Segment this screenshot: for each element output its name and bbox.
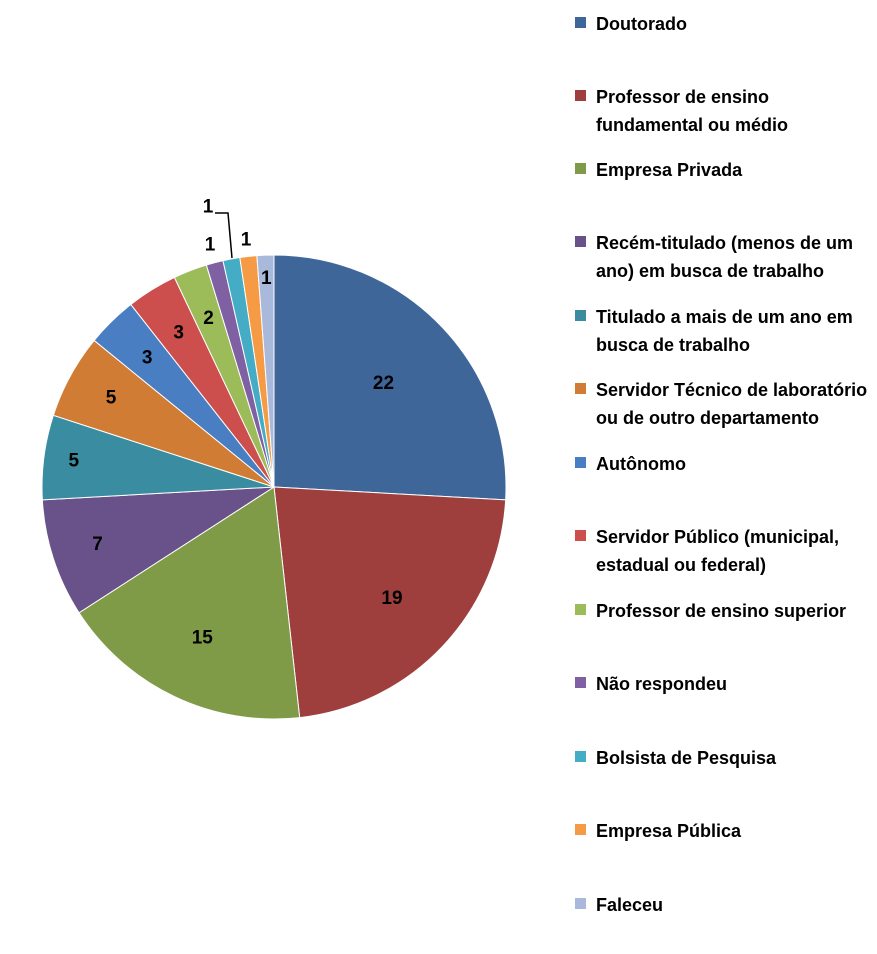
legend-label: Empresa Pública xyxy=(596,821,742,841)
legend-swatch xyxy=(575,751,586,762)
legend-swatch xyxy=(575,17,586,28)
pie-slice xyxy=(256,254,275,488)
legend-swatch xyxy=(575,457,586,468)
legend-swatch xyxy=(575,90,586,101)
legend-swatch xyxy=(575,898,586,909)
legend-label: Recém-titulado (menos de um ano) em busc… xyxy=(596,233,854,281)
legend-label: Servidor Público (municipal, estadual ou… xyxy=(596,527,840,575)
slice-value-label: 1 xyxy=(203,197,214,218)
slice-value-label: 1 xyxy=(261,268,272,289)
pie-slice xyxy=(78,486,301,720)
legend-label: Bolsista de Pesquisa xyxy=(596,748,777,768)
slice-value-label: 15 xyxy=(192,627,214,648)
slice-value-label: 3 xyxy=(142,347,153,368)
legend-swatch xyxy=(575,604,586,615)
pie-slices xyxy=(41,254,507,720)
legend-label: Doutorado xyxy=(596,14,687,34)
legend-swatch xyxy=(575,530,586,541)
leader-line xyxy=(215,212,233,259)
pie-slice xyxy=(41,486,276,614)
legend-label: Faleceu xyxy=(596,895,664,915)
slice-value-label: 19 xyxy=(381,588,402,609)
legend-label: Professor de ensino superior xyxy=(596,601,847,621)
legend-swatch xyxy=(575,824,586,835)
legend-label: Não respondeu xyxy=(596,674,728,694)
legend-swatch xyxy=(575,236,586,247)
pie-slice xyxy=(273,486,507,719)
legend-swatch xyxy=(575,383,586,394)
slice-value-label: 22 xyxy=(373,373,394,394)
slice-value-label: 2 xyxy=(203,308,214,329)
legend-swatch xyxy=(575,163,586,174)
slice-value-label: 3 xyxy=(173,323,184,344)
legend-label: Empresa Privada xyxy=(596,160,743,180)
slice-value-label: 5 xyxy=(106,388,117,409)
slice-value-label: 7 xyxy=(92,534,103,555)
slice-value-label: 1 xyxy=(205,235,216,256)
legend-label: Titulado a mais de um ano em busca de tr… xyxy=(596,307,853,355)
legend-swatch xyxy=(575,677,586,688)
slice-value-label: 1 xyxy=(241,230,252,251)
legend-label: Professor de ensino fundamental ou médio xyxy=(596,87,789,135)
pie-slice xyxy=(273,254,507,501)
legend-swatch xyxy=(575,310,586,321)
legend-label: Servidor Técnico de laboratório ou de ou… xyxy=(596,380,868,428)
slice-value-label: 5 xyxy=(69,451,80,472)
legend-label: Autônomo xyxy=(596,454,686,474)
